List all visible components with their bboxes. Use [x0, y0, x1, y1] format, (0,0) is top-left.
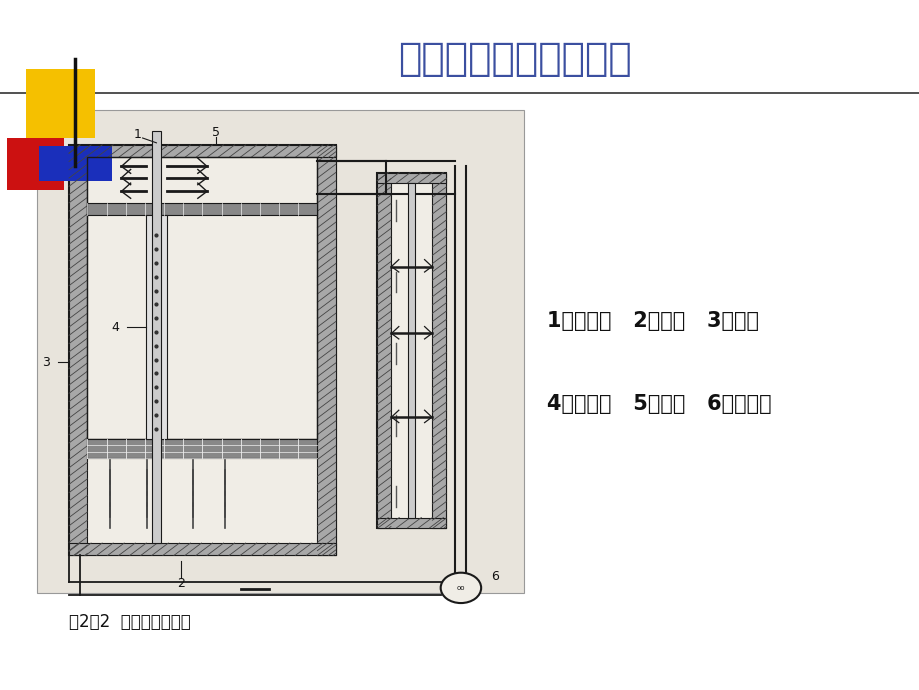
Bar [377, 518, 446, 528]
Bar [146, 215, 166, 439]
Bar [317, 145, 335, 555]
Text: 3: 3 [42, 356, 50, 369]
Bar [37, 110, 524, 593]
Bar [69, 145, 335, 555]
Bar [87, 203, 317, 215]
Text: 5: 5 [211, 126, 220, 139]
Bar [391, 183, 432, 518]
Text: oo: oo [456, 585, 465, 591]
Bar [87, 439, 317, 458]
Bar [377, 172, 446, 528]
Bar [39, 146, 112, 181]
Bar [377, 172, 391, 528]
Bar [152, 131, 161, 543]
Text: 4: 4 [111, 321, 119, 333]
Text: 图2－2  旋转浆式染色机: 图2－2 旋转浆式染色机 [69, 613, 190, 631]
Bar [69, 145, 335, 157]
Bar [69, 145, 87, 555]
Bar [7, 138, 64, 190]
Bar [87, 157, 317, 543]
Bar [69, 543, 335, 555]
Text: 1－多孔管   2－假底   3－套管: 1－多孔管 2－假底 3－套管 [547, 311, 758, 331]
Text: 4－多孔管   5－容器   6－旋转浆: 4－多孔管 5－容器 6－旋转浆 [547, 394, 771, 413]
Bar [377, 172, 446, 183]
Circle shape [440, 573, 481, 603]
Text: 6: 6 [491, 570, 498, 582]
Text: 1: 1 [134, 128, 142, 141]
Text: 旋转浆式散纤维染色机: 旋转浆式散纤维染色机 [398, 39, 631, 78]
Bar [408, 183, 415, 518]
Text: 2: 2 [177, 577, 185, 589]
Bar [432, 172, 446, 528]
Bar [26, 69, 95, 138]
Bar [87, 157, 317, 439]
